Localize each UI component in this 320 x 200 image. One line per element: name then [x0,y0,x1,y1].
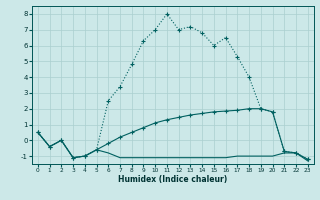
X-axis label: Humidex (Indice chaleur): Humidex (Indice chaleur) [118,175,228,184]
